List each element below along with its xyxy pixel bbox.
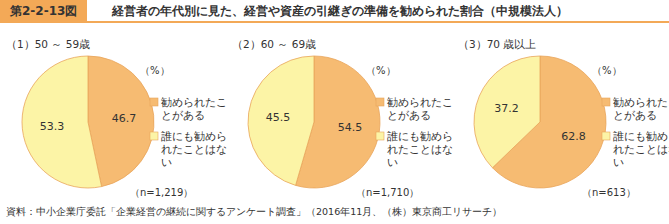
legend-label: 誰にも勧められたことはない — [387, 130, 453, 169]
panel-title: （3）70 歳以上 — [458, 38, 536, 52]
panel-title: （2）60 ～ 69歳 — [232, 38, 316, 52]
unit-label: （%） — [140, 64, 170, 78]
figure: 第2-2-13図 経営者の年代別に見た、経営や資産の引継ぎの準備を勧められた割合（… — [0, 0, 669, 224]
sample-size: （n=1,219） — [130, 186, 193, 200]
unit-label: （%） — [592, 64, 622, 78]
legend-label: 勧められたことがある — [387, 96, 453, 122]
pie-slice — [22, 56, 102, 188]
source-note: 資料：中小企業庁委託「企業経営の継続に関するアンケート調査」（2016年11月、… — [6, 206, 502, 219]
data-label: 45.5 — [266, 111, 291, 124]
pie — [474, 56, 606, 188]
sample-size: （n=613） — [582, 186, 636, 200]
legend-swatch — [602, 132, 610, 140]
pie-slice — [248, 56, 314, 185]
sample-size: （n=1,710） — [356, 186, 419, 200]
data-label: 62.8 — [561, 130, 586, 143]
data-label: 46.7 — [112, 112, 137, 125]
unit-label: （%） — [366, 64, 396, 78]
figure-label: 第2-2-13図 — [0, 0, 87, 23]
legend-swatch — [150, 132, 158, 140]
header-rule — [0, 21, 669, 23]
legend-label: 勧められたことがある — [613, 96, 669, 122]
legend-swatch — [376, 98, 384, 106]
legend-swatch — [150, 98, 158, 106]
panel-title: （1）50 ～ 59歳 — [6, 38, 90, 52]
pies: 46.7 53.3 54.5 45.5 62.8 37.2 — [0, 0, 669, 224]
pie — [248, 56, 380, 188]
pie-slice — [474, 56, 540, 168]
pie — [22, 56, 154, 188]
legend-swatch — [602, 98, 610, 106]
legend-label: 誰にも勧められたことはない — [613, 130, 669, 169]
data-label: 37.2 — [494, 102, 519, 115]
legend-swatch — [376, 132, 384, 140]
legend-label: 勧められたことがある — [161, 96, 227, 122]
data-label: 53.3 — [40, 120, 65, 133]
legend-label: 誰にも勧められたことはない — [161, 130, 227, 169]
figure-title: 経営者の年代別に見た、経営や資産の引継ぎの準備を勧められた割合（中規模法人） — [112, 3, 568, 20]
data-label: 54.5 — [338, 121, 363, 134]
